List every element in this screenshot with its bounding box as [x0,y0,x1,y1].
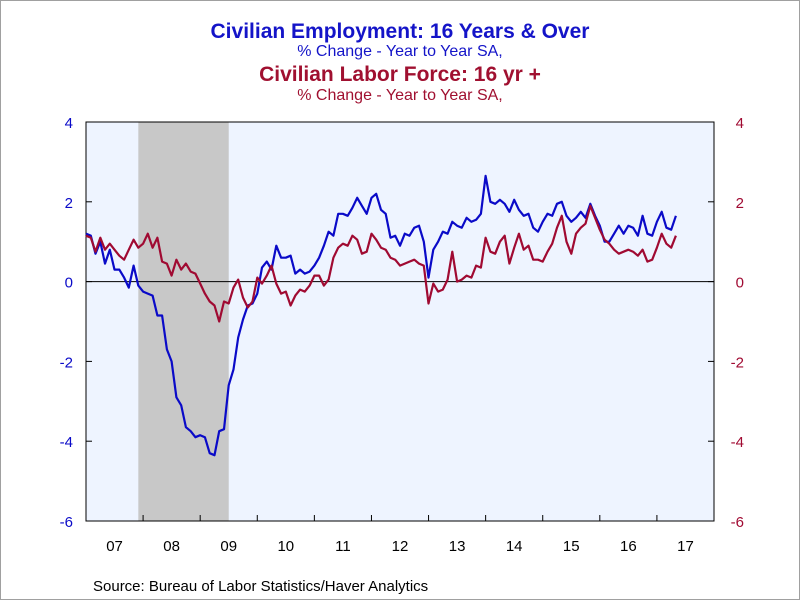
x-tick-label: 12 [392,538,409,555]
x-tick-label: 17 [677,538,694,555]
x-tick-label: 10 [277,538,294,555]
x-tick-label: 11 [335,538,351,555]
y-left-tick-label: -2 [60,354,73,371]
series1-title: Civilian Employment: 16 Years & Over [210,20,590,43]
y-right-tick-label: 4 [736,115,744,132]
x-tick-label: 13 [449,538,466,555]
x-tick-label: 14 [506,538,523,555]
y-right-tick-label: 2 [736,195,744,212]
y-right-tick-label: -2 [731,354,744,371]
y-left-tick-label: -4 [60,434,73,451]
series-labor-force-line [85,204,677,323]
y-right-tick-label: 0 [736,275,744,292]
series2-subtitle: % Change - Year to Year SA, [297,87,503,104]
x-tick-label: 15 [563,538,580,555]
y-right-tick-label: -4 [731,434,744,451]
x-tick-label: 08 [163,538,180,555]
x-tick-label: 09 [220,538,237,555]
y-left-tick-label: -6 [60,514,73,531]
x-tick-label: 16 [620,538,637,555]
source-note: Source: Bureau of Labor Statistics/Haver… [93,578,429,595]
x-tick-label: 07 [106,538,123,555]
recession-band [138,122,229,521]
plot-border [85,121,715,522]
series1-subtitle: % Change - Year to Year SA, [297,43,503,60]
series2-title: Civilian Labor Force: 16 yr + [259,63,541,86]
y-left-tick-label: 0 [65,275,73,292]
series-employment-line [85,174,677,457]
y-left-tick-label: 4 [65,115,73,132]
y-left-tick-label: 2 [65,195,73,212]
y-right-tick-label: -6 [731,514,744,531]
